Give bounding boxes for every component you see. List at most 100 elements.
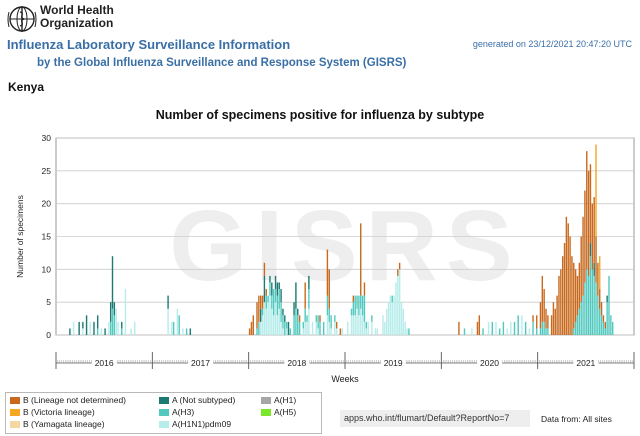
bar-segment [261,295,264,309]
y-tick-label: 30 [42,133,52,143]
bar-segment [589,243,592,257]
bar-segment [376,328,379,335]
bar-segment [476,321,479,335]
bar-segment [580,236,582,303]
legend-label: A (Not subtyped) [172,395,236,405]
bar-segment [593,262,595,276]
bar-segment [334,321,336,335]
bar-segment [111,256,114,309]
bar-segment [541,321,544,335]
bar-segment [367,321,369,335]
bar-segment [539,328,542,335]
bar-segment [582,216,584,296]
bar-segment [189,328,192,335]
bar-segment [395,282,397,335]
bar-segment [610,315,612,335]
legend-swatch [10,421,20,428]
bar-segment [282,308,284,316]
bar-segment [536,328,538,335]
bar-segment [295,308,297,335]
bar-segment [263,275,266,303]
bar-segment [350,308,353,316]
bar-segment [178,315,180,335]
bar-segment [261,315,264,335]
bar-segment [363,295,366,322]
bar-segment [463,328,466,335]
legend-item-b-yamagata-lineage: B (Yamagata lineage) [10,419,105,429]
bar-segment [547,315,549,329]
year-label: 2018 [287,358,306,368]
bar-segment [458,321,460,335]
legend-label: A(H1N1)pdm09 [172,419,232,429]
bar-segment [285,321,288,329]
bar-segment [269,282,271,296]
bar-segment [328,308,330,322]
bar-segment [278,308,280,335]
bar-segment [487,321,490,335]
report-url[interactable]: apps.who.int/flumart/Default?ReportNo=7 [340,410,530,427]
bar-segment [506,328,508,335]
bar-segment [284,321,286,335]
bar-segment [284,315,286,322]
legend-swatch [261,397,271,404]
bar-segment [397,269,399,276]
bar-segment [260,295,262,309]
who-logo [7,6,37,32]
bar-segment [297,315,299,335]
bar-segment [360,295,362,309]
bar-segment [578,308,581,335]
bar-segment [573,328,575,335]
bar-segment [604,321,606,329]
legend-label: B (Victoria lineage) [23,407,95,417]
bar-segment [371,315,373,322]
bar-segment [385,308,388,335]
bar-segment [576,315,579,335]
bar-segment [134,321,136,335]
bar-segment [326,315,329,335]
bar-segment [611,321,614,335]
bar-segment [599,308,601,335]
bar-segment [536,315,538,329]
legend-label: B (Lineage not determined) [23,395,127,405]
bar-segment [282,328,284,335]
bar-segment [271,282,273,296]
bar-segment [267,302,269,335]
bar-segment [389,295,392,335]
bar-segment [561,256,564,335]
bar-segment [398,262,401,270]
bar-segment [543,321,545,335]
bar-segment [293,315,295,335]
bar-segment [311,321,314,335]
bar-segment [335,328,338,335]
bar-segment [317,315,319,329]
year-label-bg [284,357,310,369]
bar-segment [589,164,592,244]
legend-swatch [10,409,20,416]
bar-segment [265,308,267,335]
bar-segment [532,321,534,335]
bar-segment [587,170,590,276]
bar-segment [298,315,301,322]
legend-item-a-not-subtyped: A (Not subtyped) [159,395,235,405]
bar-segment [115,308,117,335]
bar-segment [269,275,271,283]
bar-segment [350,315,353,335]
bar-segment [365,321,368,329]
legend-item-a-h5: A(H5) [261,407,296,417]
bar-segment [248,328,251,335]
bar-segment [582,295,584,335]
legend-label: B (Yamagata lineage) [23,419,105,429]
bar-segment [498,328,501,335]
year-label: 2021 [576,358,595,368]
bar-segment [263,302,266,335]
bar-segment [252,315,255,335]
bar-segment [599,256,601,290]
bar-segment [280,289,282,303]
bar-segment [108,321,110,335]
bar-segment [330,328,332,335]
country-name: Kenya [8,80,45,94]
bar-segment [524,321,527,335]
bar-segment [260,321,262,335]
bar-segment [569,236,571,335]
bar-segment [354,295,356,316]
